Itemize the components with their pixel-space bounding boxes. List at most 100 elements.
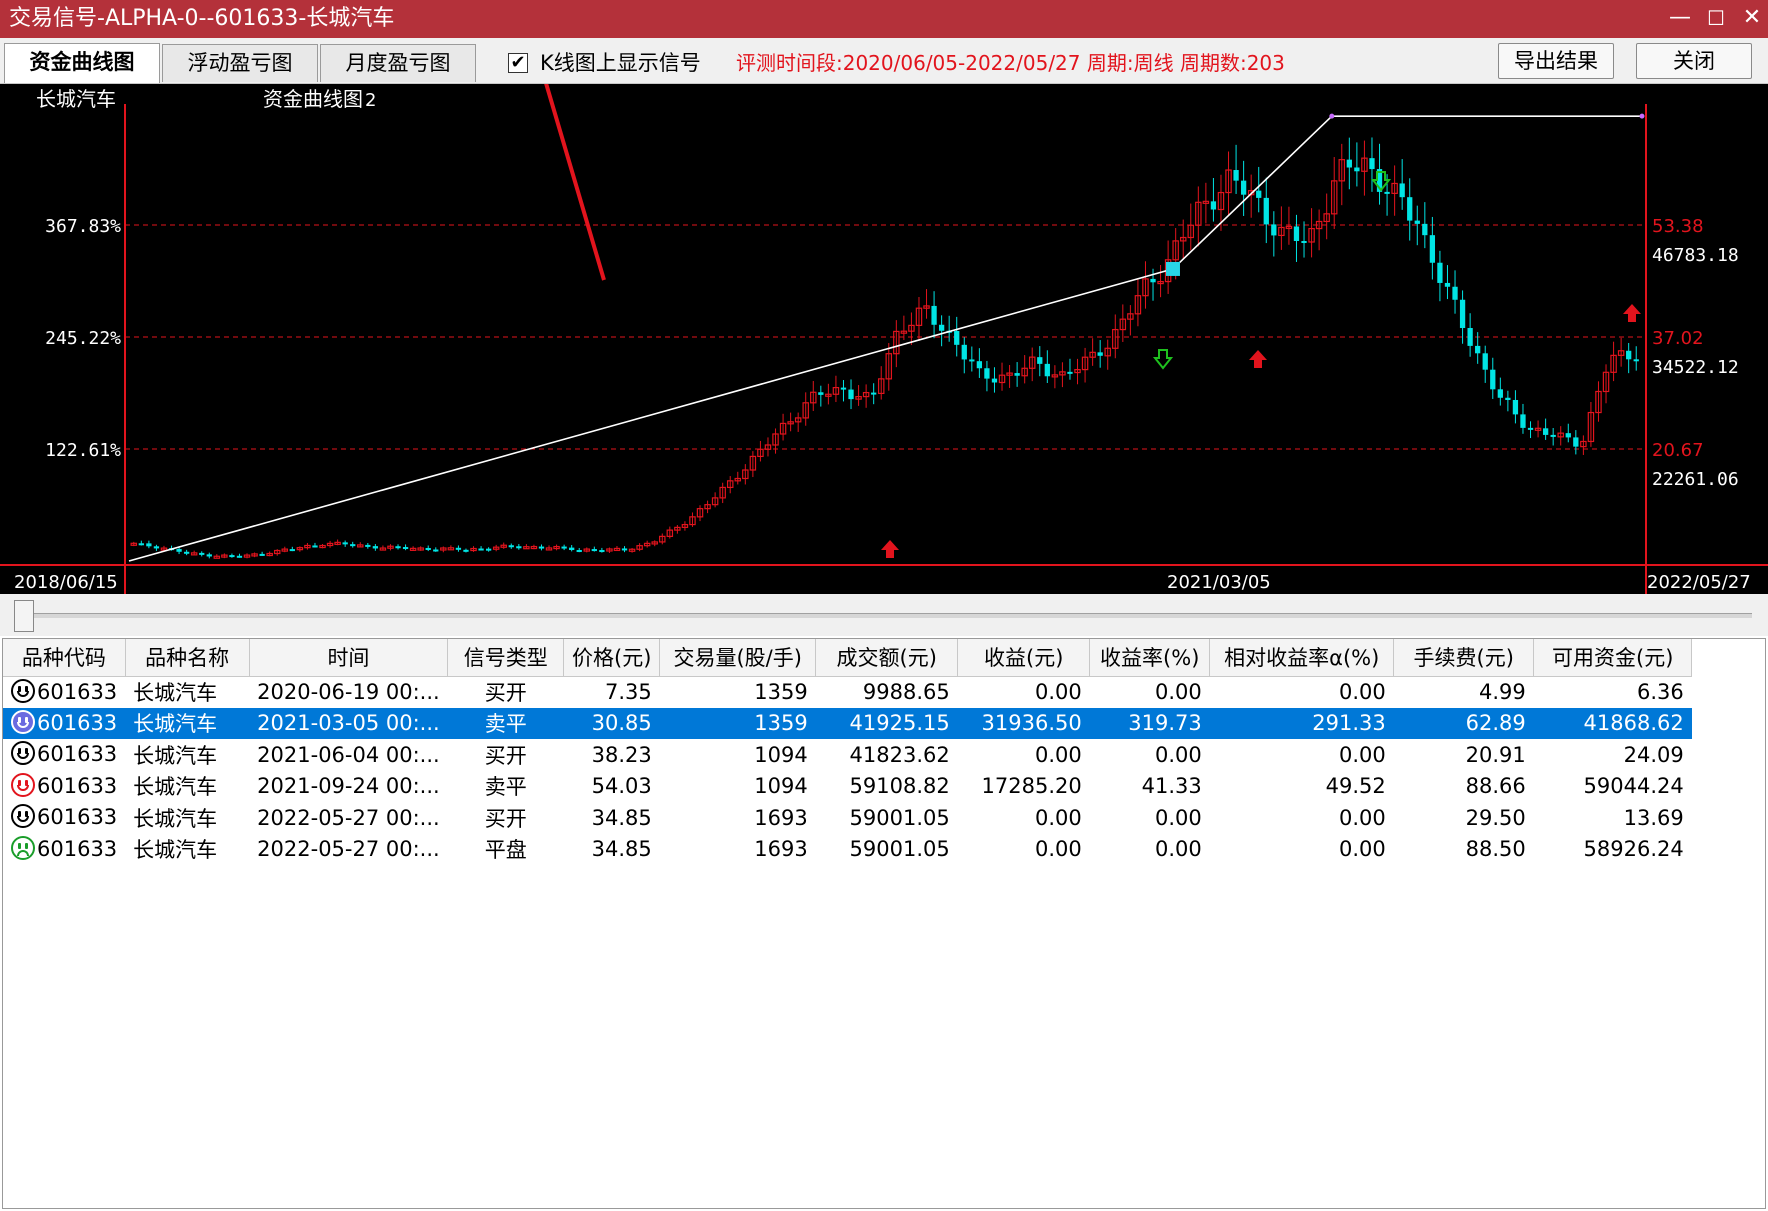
cell-signal[interactable]: 卖平 bbox=[447, 707, 564, 739]
cell-profit[interactable]: 0.00 bbox=[1034, 680, 1082, 704]
cell-name[interactable]: 长城汽车 bbox=[133, 743, 218, 768]
cell-signal[interactable]: 买开 bbox=[484, 806, 527, 831]
cell-amount[interactable]: 41823.62 bbox=[849, 742, 950, 767]
cell-time[interactable]: 2022-05-27 00:... bbox=[257, 837, 440, 862]
cell-fee[interactable]: 29.50 bbox=[1465, 805, 1526, 830]
export-results-button[interactable]: 导出结果 bbox=[1498, 43, 1614, 79]
cell-profit[interactable]: 31936.50 bbox=[957, 707, 1090, 739]
cell-return[interactable]: 0.00 bbox=[1154, 742, 1202, 767]
cell-time[interactable]: 2021-06-04 00:... bbox=[257, 742, 440, 767]
header-volume[interactable]: 交易量(股/手) bbox=[659, 639, 817, 677]
cell-profit[interactable]: 0.00 bbox=[1034, 742, 1082, 767]
header-amount[interactable]: 成交额(元) bbox=[815, 639, 959, 677]
table-row[interactable]: 601633 长城汽车 2021-09-24 00:... 卖平 54.03 1094 59… bbox=[3, 771, 1692, 803]
time-slider[interactable] bbox=[0, 594, 1768, 636]
cell-profit[interactable]: 17285.20 bbox=[981, 774, 1082, 799]
cell-volume[interactable]: 1094 bbox=[754, 774, 808, 799]
cell-amount[interactable]: 59001.05 bbox=[849, 837, 950, 862]
cell-return[interactable]: 0.00 bbox=[1154, 680, 1202, 704]
maximize-button[interactable]: ☐ bbox=[1707, 6, 1725, 30]
slider-track[interactable] bbox=[14, 613, 1752, 618]
header-name[interactable]: 品种名称 bbox=[125, 639, 250, 677]
cell-funds[interactable]: 58926.24 bbox=[1583, 837, 1684, 862]
cell-amount[interactable]: 41925.15 bbox=[815, 707, 958, 739]
cell-code[interactable]: 601633 bbox=[3, 834, 125, 866]
cell-volume[interactable]: 1693 bbox=[754, 805, 808, 830]
table-row[interactable]: 601633 长城汽车 2020-06-19 00:... 买开 7.35 1359 998… bbox=[3, 676, 1692, 708]
header-return[interactable]: 收益率(%) bbox=[1089, 639, 1211, 677]
cell-price[interactable]: 34.85 bbox=[591, 805, 652, 830]
table-row[interactable]: 601633 长城汽车 2022-05-27 00:... 平盘 34.85 1693 59… bbox=[3, 834, 1692, 866]
cell-fee[interactable]: 88.50 bbox=[1465, 837, 1526, 862]
header-profit[interactable]: 收益(元) bbox=[957, 639, 1091, 677]
cell-alpha[interactable]: 49.52 bbox=[1325, 774, 1386, 799]
cell-code[interactable]: 601633 bbox=[3, 739, 125, 771]
cell-name[interactable]: 长城汽车 bbox=[133, 838, 218, 863]
table-row[interactable]: 601633 长城汽车 2022-05-27 00:... 买开 34.85 1693 59… bbox=[3, 802, 1692, 834]
cell-amount[interactable]: 9988.65 bbox=[862, 680, 950, 704]
cell-amount[interactable]: 59108.82 bbox=[849, 774, 950, 799]
cell-volume[interactable]: 1359 bbox=[659, 707, 816, 739]
tab-equity-curve[interactable]: 资金曲线图 bbox=[4, 43, 160, 83]
cell-code[interactable]: 601633 bbox=[3, 771, 125, 803]
cell-signal[interactable]: 买开 bbox=[484, 743, 527, 768]
cell-price[interactable]: 38.23 bbox=[591, 742, 652, 767]
cell-volume[interactable]: 1693 bbox=[754, 837, 808, 862]
cell-volume[interactable]: 1359 bbox=[754, 680, 808, 704]
cell-return[interactable]: 319.73 bbox=[1089, 707, 1210, 739]
show-signals-label[interactable]: K线图上显示信号 bbox=[540, 51, 701, 75]
cell-funds[interactable]: 24.09 bbox=[1623, 742, 1684, 767]
table-row[interactable]: 601633 长城汽车 2021-03-05 00:... 卖平 30.85 1359 41… bbox=[3, 707, 1692, 739]
cell-time[interactable]: 2021-09-24 00:... bbox=[257, 774, 440, 799]
cell-name[interactable]: 长城汽车 bbox=[133, 806, 218, 831]
cell-time[interactable]: 2022-05-27 00:... bbox=[257, 805, 440, 830]
cell-alpha[interactable]: 0.00 bbox=[1338, 837, 1386, 862]
header-price[interactable]: 价格(元) bbox=[563, 639, 661, 677]
cell-return[interactable]: 0.00 bbox=[1154, 837, 1202, 862]
close-button[interactable]: 关闭 bbox=[1636, 43, 1752, 79]
cell-name[interactable]: 长城汽车 bbox=[133, 775, 218, 800]
cell-return[interactable]: 41.33 bbox=[1141, 774, 1202, 799]
cell-return[interactable]: 0.00 bbox=[1154, 805, 1202, 830]
cell-signal[interactable]: 平盘 bbox=[484, 838, 527, 863]
header-signal-type[interactable]: 信号类型 bbox=[447, 639, 565, 677]
cell-funds[interactable]: 6.36 bbox=[1636, 680, 1684, 704]
table-row[interactable]: 601633 长城汽车 2021-06-04 00:... 买开 38.23 1094 41… bbox=[3, 739, 1692, 771]
cell-volume[interactable]: 1094 bbox=[754, 742, 808, 767]
cell-price[interactable]: 54.03 bbox=[591, 774, 652, 799]
cell-funds[interactable]: 13.69 bbox=[1623, 805, 1684, 830]
cell-alpha[interactable]: 291.33 bbox=[1209, 707, 1394, 739]
header-alpha[interactable]: 相对收益率α(%) bbox=[1209, 639, 1395, 677]
cell-code[interactable]: 601633 bbox=[3, 802, 125, 834]
cell-price[interactable]: 30.85 bbox=[563, 707, 660, 739]
cell-price[interactable]: 34.85 bbox=[591, 837, 652, 862]
cell-name[interactable]: 长城汽车 bbox=[125, 707, 250, 739]
cell-amount[interactable]: 59001.05 bbox=[849, 805, 950, 830]
cell-alpha[interactable]: 0.00 bbox=[1338, 742, 1386, 767]
close-window-button[interactable]: ✕ bbox=[1742, 5, 1762, 30]
header-time[interactable]: 时间 bbox=[249, 639, 449, 677]
tab-floating-pnl[interactable]: 浮动盈亏图 bbox=[162, 44, 318, 82]
cell-price[interactable]: 7.35 bbox=[604, 680, 652, 704]
cell-profit[interactable]: 0.00 bbox=[1034, 805, 1082, 830]
cell-time[interactable]: 2021-03-05 00:... bbox=[249, 707, 448, 739]
minimize-button[interactable]: — bbox=[1669, 5, 1691, 30]
cell-fee[interactable]: 62.89 bbox=[1393, 707, 1534, 739]
cell-alpha[interactable]: 0.00 bbox=[1338, 680, 1386, 704]
cell-funds[interactable]: 59044.24 bbox=[1583, 774, 1684, 799]
cell-code[interactable]: 601633 bbox=[3, 707, 126, 739]
cell-profit[interactable]: 0.00 bbox=[1034, 837, 1082, 862]
cell-time[interactable]: 2020-06-19 00:... bbox=[257, 680, 440, 704]
header-code[interactable]: 品种代码 bbox=[3, 639, 126, 677]
tab-monthly-pnl[interactable]: 月度盈亏图 bbox=[320, 44, 476, 82]
cell-fee[interactable]: 4.99 bbox=[1478, 680, 1526, 704]
cell-fee[interactable]: 88.66 bbox=[1465, 774, 1526, 799]
cell-funds[interactable]: 41868.62 bbox=[1533, 707, 1692, 739]
cell-code[interactable]: 601633 bbox=[3, 676, 125, 708]
slider-thumb[interactable] bbox=[14, 600, 34, 632]
cell-signal[interactable]: 卖平 bbox=[484, 775, 527, 800]
header-funds[interactable]: 可用资金(元) bbox=[1533, 639, 1693, 677]
cell-alpha[interactable]: 0.00 bbox=[1338, 805, 1386, 830]
cell-signal[interactable]: 买开 bbox=[484, 681, 527, 705]
show-signals-checkbox[interactable]: ✔ bbox=[508, 53, 528, 73]
